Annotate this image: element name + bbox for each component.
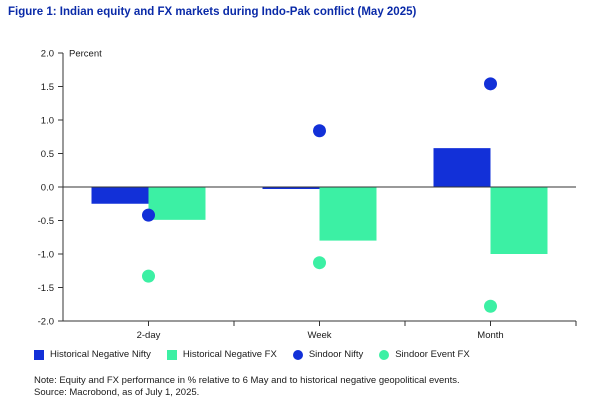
legend-item: Historical Negative Nifty [34, 349, 151, 360]
y-axis-label: Percent [69, 49, 102, 60]
point-sindoor-event-fx [484, 299, 497, 313]
y-tick-label: 2.0 [41, 49, 54, 60]
bar-historical-negative-nifty [262, 187, 320, 190]
note-text: Note: Equity and FX performance in % rel… [34, 375, 460, 386]
y-tick-label: -2.0 [38, 317, 54, 328]
bar-historical-negative-fx [490, 187, 548, 254]
legend-square-swatch [166, 349, 177, 360]
legend-dot-swatch [292, 349, 303, 360]
y-tick-label: 1.0 [41, 116, 54, 127]
legend-label: Historical Negative FX [182, 349, 277, 360]
x-tick-label: Month [477, 330, 503, 341]
y-tick-label: 0.5 [41, 149, 54, 160]
bar-historical-negative-nifty [433, 148, 491, 187]
source-text: Source: Macrobond, as of July 1, 2025. [34, 387, 200, 398]
point-sindoor-nifty [313, 124, 326, 138]
legend-label: Historical Negative Nifty [50, 349, 151, 360]
y-tick-label: -1.5 [38, 283, 54, 294]
legend-label: Sindoor Nifty [308, 349, 364, 360]
chart-title: Figure 1: Indian equity and FX markets d… [8, 6, 417, 18]
legend-label: Sindoor Event FX [395, 349, 470, 360]
legend-dot-swatch [379, 349, 390, 360]
chart-plot: 2.0 1.5 1.0 0.5 0.0 -0.5 -1.0 -1.5 -2.0 Percent 2-… [38, 49, 577, 341]
y-tick-label: -1.0 [38, 250, 54, 261]
legend-item: Historical Negative FX [166, 349, 277, 360]
y-tick-label: 1.5 [41, 82, 54, 93]
point-sindoor-event-fx [142, 269, 155, 283]
legend-square-swatch [34, 349, 44, 360]
point-sindoor-nifty [484, 77, 497, 91]
legend-item: Sindoor Event FX [379, 349, 470, 360]
chart-footnote: Note: Equity and FX performance in % rel… [34, 375, 460, 399]
point-sindoor-event-fx [313, 256, 326, 270]
legend-item: Sindoor Nifty [292, 349, 364, 360]
point-sindoor-nifty [142, 208, 155, 222]
chart-marks [63, 77, 576, 313]
y-tick-label: 0.0 [41, 183, 54, 194]
x-tick-label: Week [307, 330, 331, 341]
bar-historical-negative-nifty [91, 187, 149, 204]
bar-historical-negative-fx [148, 187, 206, 220]
chart-legend: Historical Negative Nifty Historical Nega… [34, 349, 486, 360]
x-tick-label: 2-day [137, 330, 161, 341]
bar-historical-negative-fx [319, 187, 377, 241]
y-tick-label: -0.5 [38, 216, 54, 227]
